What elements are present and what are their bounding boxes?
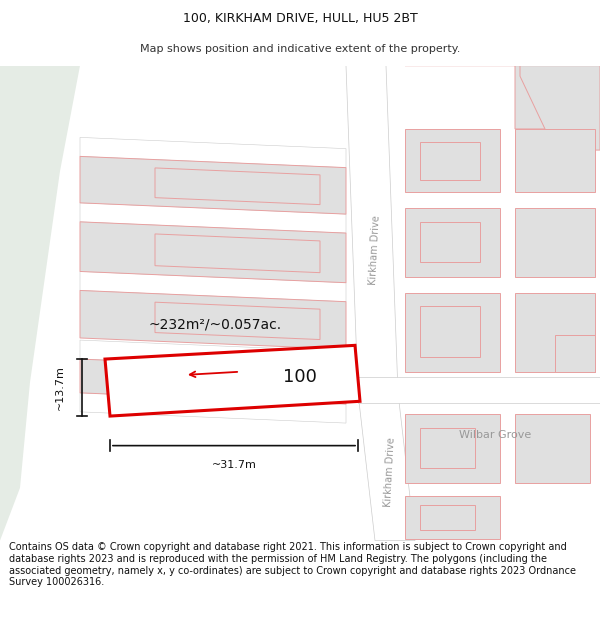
Text: 100: 100	[283, 368, 317, 386]
Polygon shape	[405, 66, 560, 129]
Polygon shape	[358, 393, 415, 541]
Bar	[420, 505, 475, 530]
Polygon shape	[80, 393, 346, 423]
Polygon shape	[155, 168, 320, 204]
Bar	[420, 428, 475, 468]
Polygon shape	[358, 377, 600, 403]
Bar	[555, 335, 595, 372]
Polygon shape	[155, 234, 320, 272]
Polygon shape	[520, 66, 600, 150]
Polygon shape	[155, 302, 320, 339]
Text: Kirkham Drive: Kirkham Drive	[368, 215, 382, 286]
Bar	[420, 306, 480, 357]
Polygon shape	[80, 156, 346, 214]
Text: Kirkham Drive: Kirkham Drive	[383, 437, 397, 507]
Text: Wilbar Grove: Wilbar Grove	[459, 430, 531, 440]
Text: Map shows position and indicative extent of the property.: Map shows position and indicative extent…	[140, 44, 460, 54]
Bar	[515, 208, 595, 277]
Bar	[515, 292, 595, 372]
Bar	[405, 129, 500, 192]
Polygon shape	[80, 340, 346, 370]
Text: Contains OS data © Crown copyright and database right 2021. This information is : Contains OS data © Crown copyright and d…	[9, 542, 576, 587]
Polygon shape	[80, 203, 346, 233]
Polygon shape	[80, 138, 346, 168]
Bar	[420, 222, 480, 262]
Bar	[405, 208, 500, 277]
Bar	[405, 414, 500, 482]
Bar	[515, 414, 590, 482]
Polygon shape	[80, 359, 346, 404]
Polygon shape	[80, 222, 346, 282]
Text: 100, KIRKHAM DRIVE, HULL, HU5 2BT: 100, KIRKHAM DRIVE, HULL, HU5 2BT	[182, 12, 418, 25]
Bar	[420, 142, 480, 179]
Text: ~232m²/~0.057ac.: ~232m²/~0.057ac.	[148, 318, 281, 331]
Polygon shape	[80, 291, 346, 349]
Polygon shape	[80, 271, 346, 302]
Text: ~13.7m: ~13.7m	[55, 365, 65, 410]
Bar	[515, 129, 595, 192]
Polygon shape	[155, 368, 320, 397]
Polygon shape	[0, 66, 80, 541]
Polygon shape	[346, 66, 398, 393]
Bar	[405, 496, 500, 539]
Text: ~31.7m: ~31.7m	[212, 459, 256, 469]
Bar	[405, 292, 500, 372]
Polygon shape	[105, 346, 360, 416]
